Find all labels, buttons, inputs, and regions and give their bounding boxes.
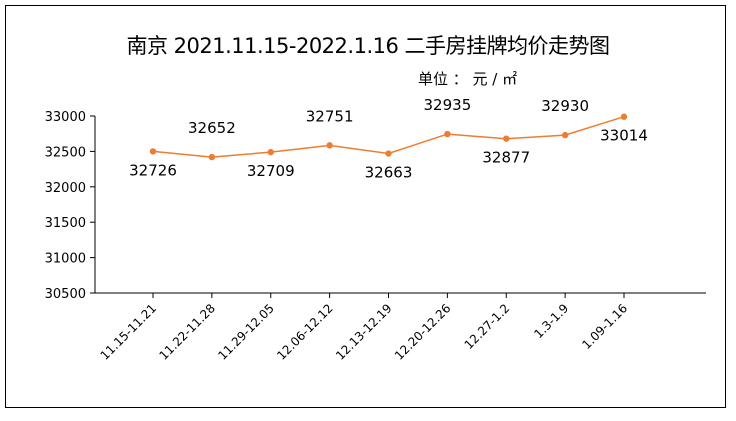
x-tick-label: 1.09-1.16 <box>579 301 630 352</box>
x-tick-label: 11.29-12.05 <box>215 301 277 363</box>
data-label: 32652 <box>188 119 236 137</box>
data-point <box>208 153 216 161</box>
data-point <box>149 148 157 155</box>
y-tick-label: 31500 <box>45 216 86 231</box>
data-label: 32935 <box>424 96 472 114</box>
data-point <box>267 148 274 156</box>
x-tick-label: 12.27-1.2 <box>462 301 513 352</box>
data-labels: 32726 32652 32709 32751 32663 32935 32877 32930… <box>129 96 648 181</box>
data-point <box>503 135 510 142</box>
data-label: 32877 <box>482 149 530 167</box>
data-label: 32709 <box>247 162 295 180</box>
chart-frame <box>5 5 726 408</box>
data-point <box>620 113 628 120</box>
y-tick-label: 32500 <box>45 145 86 160</box>
y-tick-label: 32000 <box>45 181 86 196</box>
x-tick-label: 11.15-11.21 <box>98 301 160 363</box>
x-ticks: 11.15-11.2111.22-11.2811.29-12.0512.06-1… <box>98 293 630 363</box>
x-tick-label: 12.13-12.19 <box>333 301 395 363</box>
data-label: 33014 <box>600 127 648 145</box>
data-label: 32751 <box>306 107 354 125</box>
data-label: 32930 <box>541 97 589 115</box>
axes <box>94 116 706 294</box>
chart-title: 南京 2021.11.15-2022.1.16 二手房挂牌均价走势图 <box>126 34 610 58</box>
data-point <box>326 142 333 149</box>
y-tick-label: 31000 <box>45 252 86 267</box>
x-tick-label: 11.22-11.28 <box>156 301 218 363</box>
x-tick-label: 1.3-1.9 <box>531 301 571 341</box>
y-tick-label: 33000 <box>45 110 86 125</box>
x-tick-label: 12.06-12.12 <box>274 301 336 363</box>
x-tick-label: 12.20-12.26 <box>392 301 454 363</box>
y-ticks: 33000 32500 32000 31500 31000 30500 <box>45 110 95 302</box>
data-label: 32663 <box>365 164 413 182</box>
data-point <box>561 131 569 139</box>
y-tick-label: 30500 <box>45 287 86 302</box>
unit-label: 单位 ： 元 / ㎡ <box>418 70 518 88</box>
data-point <box>385 150 392 157</box>
data-points <box>149 113 628 161</box>
data-point <box>444 130 451 138</box>
data-label: 32726 <box>129 161 177 179</box>
